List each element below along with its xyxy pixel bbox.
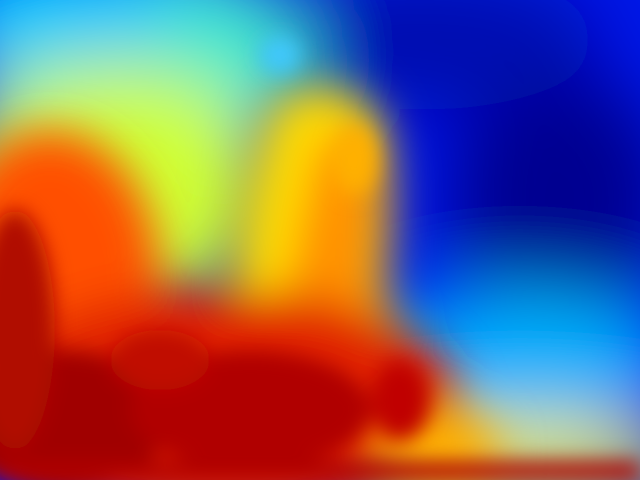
near-zone-left-edge bbox=[0, 210, 55, 450]
depth-layers-fine bbox=[0, 37, 640, 480]
far-zone-top bbox=[240, 0, 600, 110]
cool-zone-top bbox=[0, 0, 180, 70]
near-zone-pocket bbox=[110, 330, 210, 390]
farthest-zone bbox=[450, 70, 640, 330]
near-floor-strip bbox=[0, 462, 640, 480]
figure-head bbox=[333, 125, 377, 195]
cool-spot-top bbox=[260, 37, 300, 73]
near-zone-right-of-figure bbox=[370, 360, 430, 440]
